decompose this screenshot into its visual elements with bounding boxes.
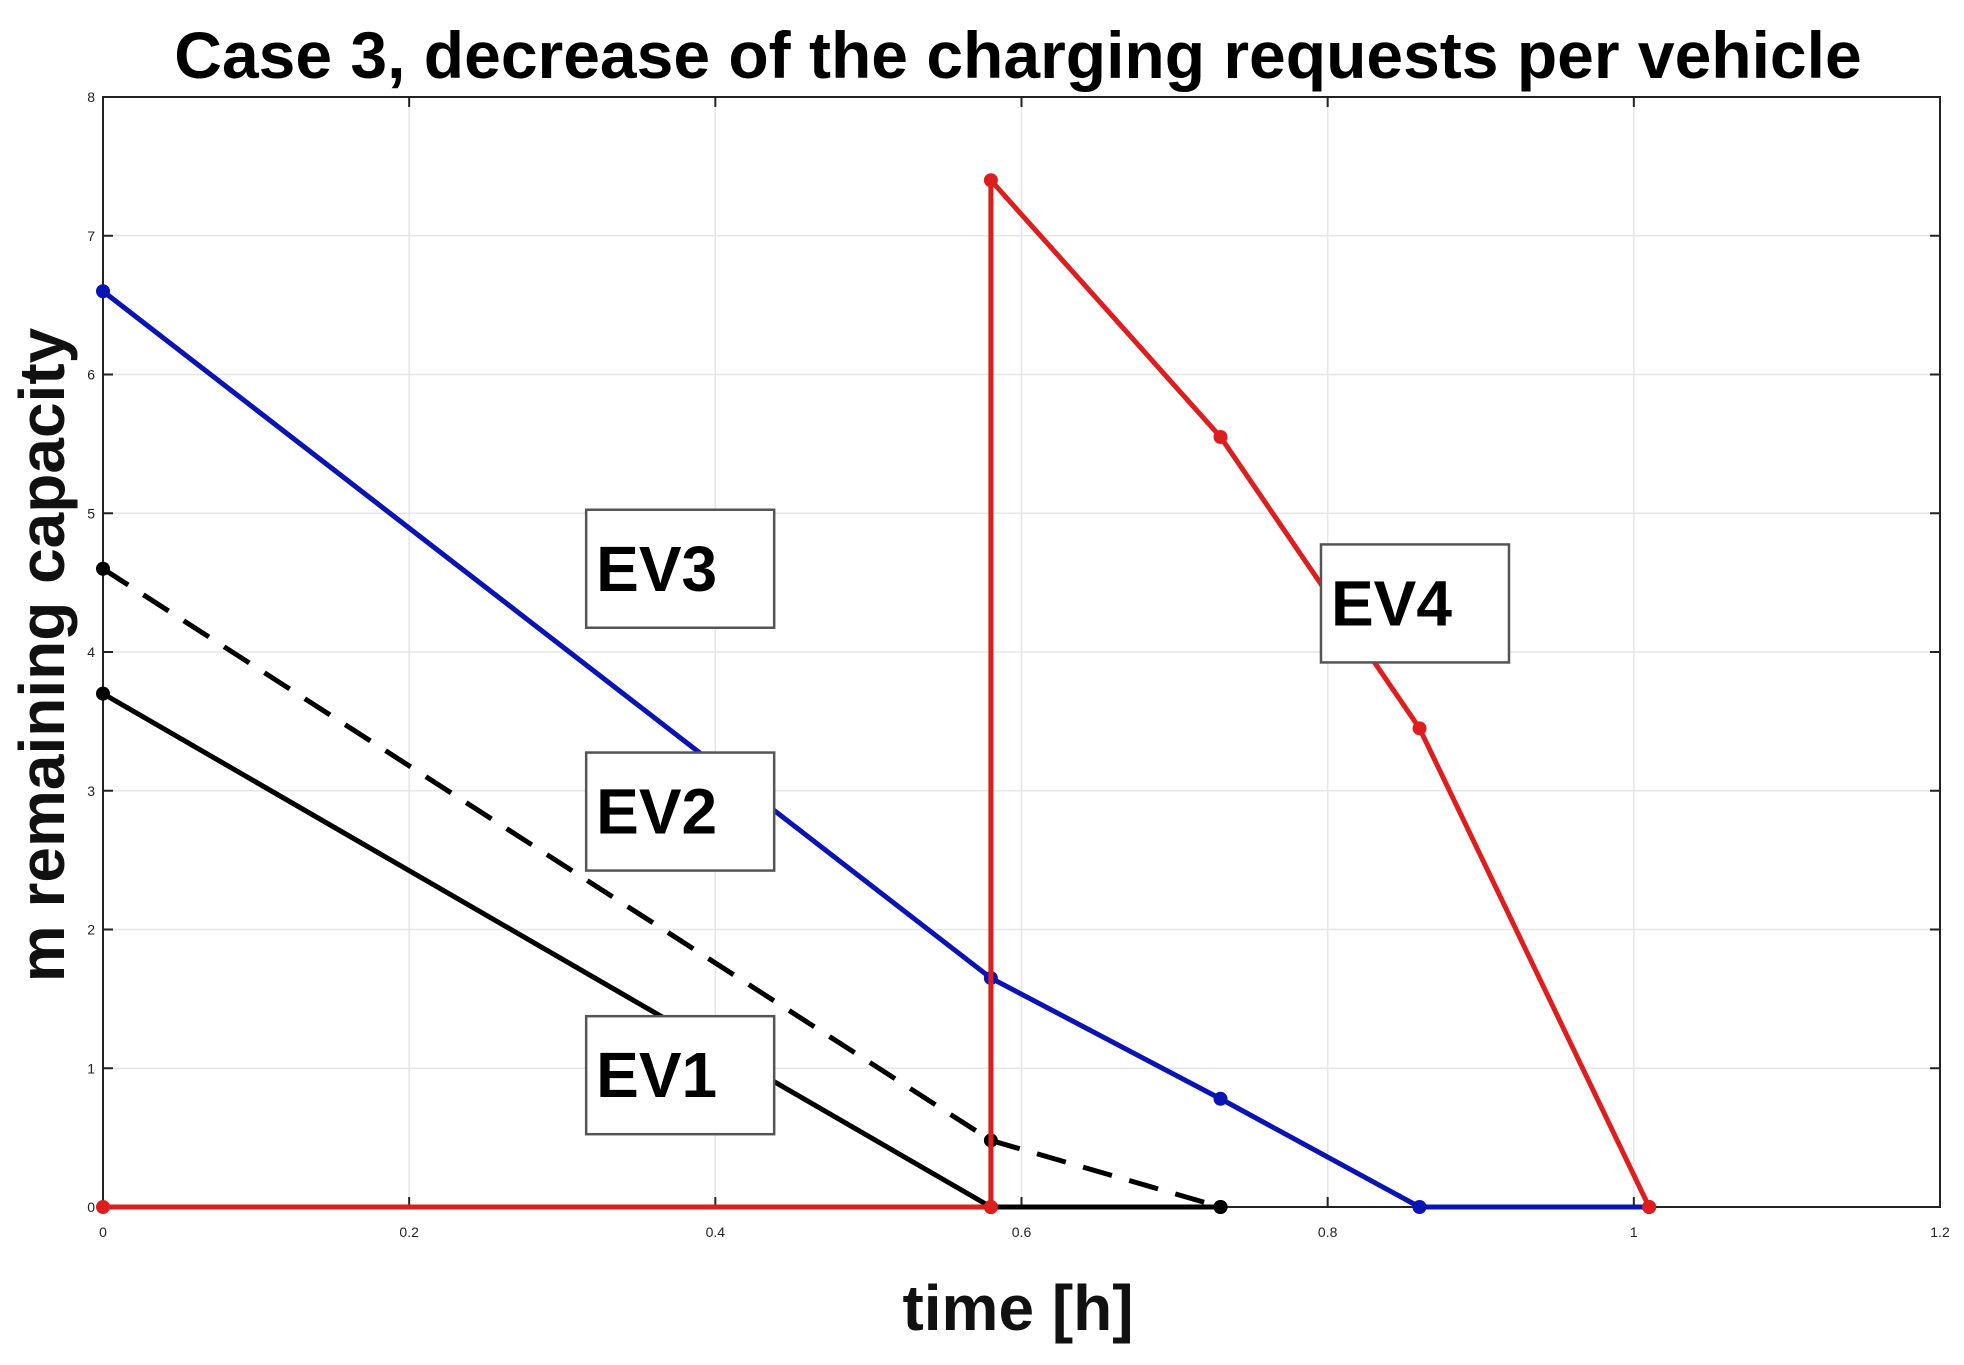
x-tick-label: 0.2 — [399, 1224, 419, 1240]
x-tick-label: 1.2 — [1930, 1224, 1950, 1240]
annotation-label: EV1 — [596, 1039, 717, 1111]
data-point-ev1 — [96, 686, 110, 701]
series-line-ev2 — [101, 566, 1222, 1210]
annotation-label: EV2 — [596, 776, 717, 848]
data-point-ev4 — [983, 173, 998, 188]
annotation-label: EV4 — [1331, 567, 1452, 639]
y-tick-label: 0 — [87, 1199, 95, 1215]
x-tick-label: 0 — [99, 1224, 107, 1240]
y-tick-label: 3 — [87, 783, 95, 799]
annotation-box — [584, 1014, 776, 1136]
series-ev3 — [96, 284, 1657, 1214]
x-tick-label: 0.6 — [1012, 1224, 1032, 1240]
annotation-box — [584, 751, 776, 872]
y-tick-label: 4 — [87, 644, 95, 660]
annotation-box — [1319, 543, 1511, 664]
y-tick-label: 5 — [87, 505, 95, 521]
data-point-ev3 — [1213, 1091, 1228, 1106]
annotation-ev2: EV2 — [584, 751, 776, 872]
y-tick-label: 6 — [87, 367, 95, 383]
annotation-label: EV3 — [596, 533, 717, 605]
data-point-ev2 — [96, 561, 110, 576]
series-ev4 — [96, 173, 1657, 1214]
y-tick-label: 8 — [87, 89, 95, 105]
annotation-ev3: EV3 — [584, 508, 776, 629]
y-axis-label: m remaining capacity — [6, 327, 78, 982]
data-point-ev3 — [96, 284, 110, 299]
series-ev2 — [96, 561, 1228, 1214]
data-point-ev4 — [1412, 721, 1427, 736]
series-group — [96, 173, 1657, 1214]
data-point-ev4 — [96, 1200, 110, 1214]
series-line-ev3 — [101, 289, 1650, 1210]
x-tick-label: 0.8 — [1318, 1224, 1338, 1240]
annotations: EV3 EV2 EV1 EV4 — [584, 508, 1511, 1136]
data-point-ev4 — [1213, 429, 1228, 444]
annotation-box — [584, 508, 776, 629]
chart-title: Case 3, decrease of the charging request… — [174, 18, 1861, 92]
data-point-ev4 — [1642, 1200, 1657, 1214]
x-tick-label: 1 — [1630, 1224, 1638, 1240]
x-tick-label: 0.4 — [706, 1224, 726, 1240]
series-line-ev4 — [103, 177, 1652, 1210]
y-tick-label: 2 — [87, 922, 95, 938]
data-point-ev3 — [1412, 1200, 1427, 1214]
annotation-ev4: EV4 — [1319, 543, 1511, 664]
axis-ticks: 0 0.2 0.4 0.6 0.8 1 1.2 0 1 2 3 4 5 6 7 8 — [87, 89, 1950, 1240]
data-point-ev2 — [1213, 1200, 1228, 1214]
annotation-ev1: EV1 — [584, 1014, 776, 1136]
y-tick-label: 1 — [87, 1060, 95, 1076]
y-tick-label: 7 — [87, 228, 95, 244]
grid — [102, 96, 1941, 1208]
x-axis-label: time [h] — [902, 1272, 1133, 1344]
data-point-ev4 — [983, 1200, 998, 1214]
